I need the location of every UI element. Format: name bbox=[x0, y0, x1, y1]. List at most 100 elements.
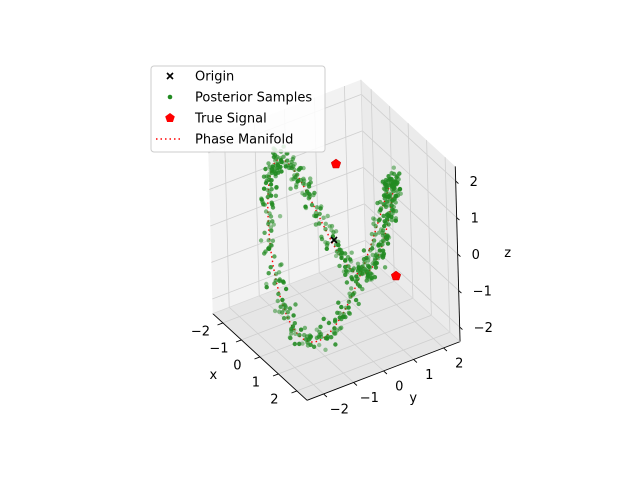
posterior-sample-point bbox=[329, 223, 335, 229]
posterior-sample-point bbox=[323, 221, 328, 226]
posterior-sample-point bbox=[283, 286, 289, 292]
posterior-sample-point bbox=[263, 249, 268, 254]
z-tick-label: 0 bbox=[472, 248, 480, 263]
posterior-sample-point bbox=[264, 285, 269, 290]
grid-line bbox=[361, 94, 456, 182]
posterior-sample-point bbox=[317, 221, 322, 226]
posterior-sample-point bbox=[262, 230, 267, 235]
posterior-sample-point bbox=[259, 197, 264, 202]
posterior-sample-point bbox=[317, 342, 322, 348]
posterior-sample-point bbox=[308, 334, 313, 339]
posterior-sample-point bbox=[261, 174, 267, 179]
posterior-sample-point bbox=[318, 324, 323, 329]
posterior-sample-point bbox=[329, 335, 334, 340]
posterior-sample-point bbox=[368, 248, 373, 253]
posterior-sample-point bbox=[393, 216, 399, 221]
posterior-sample-point bbox=[333, 317, 338, 322]
posterior-sample-point bbox=[366, 255, 371, 260]
posterior-sample-point bbox=[292, 167, 297, 173]
posterior-sample-point bbox=[370, 252, 375, 258]
posterior-sample-point bbox=[271, 222, 276, 227]
posterior-sample-point bbox=[283, 164, 288, 169]
posterior-sample-point bbox=[273, 193, 279, 198]
posterior-sample-point bbox=[346, 299, 352, 304]
y-tick bbox=[413, 359, 418, 363]
y-axis-label: y bbox=[409, 391, 417, 406]
posterior-sample-point bbox=[390, 198, 395, 203]
posterior-sample-point bbox=[391, 165, 396, 170]
posterior-sample-point bbox=[352, 290, 357, 296]
posterior-sample-point bbox=[345, 255, 351, 260]
posterior-sample-point bbox=[339, 304, 344, 310]
z-tick-label: −1 bbox=[473, 285, 492, 300]
posterior-sample-point bbox=[382, 187, 387, 192]
z-tick bbox=[455, 180, 459, 184]
posterior-sample-point bbox=[305, 340, 310, 345]
posterior-sample-point bbox=[300, 341, 305, 346]
posterior-sample-point bbox=[373, 232, 378, 237]
posterior-sample-point bbox=[298, 327, 304, 332]
posterior-sample-point bbox=[313, 210, 319, 216]
z-tick-label: 2 bbox=[470, 175, 478, 190]
posterior-sample-point bbox=[304, 189, 310, 194]
posterior-sample-point bbox=[314, 205, 320, 210]
posterior-sample-point bbox=[344, 280, 350, 285]
posterior-sample-point bbox=[389, 214, 394, 220]
posterior-sample-point bbox=[395, 189, 400, 195]
z-tick bbox=[456, 217, 460, 221]
posterior-sample-point bbox=[350, 268, 355, 273]
posterior-sample-point bbox=[372, 261, 377, 267]
posterior-sample-point bbox=[378, 206, 384, 211]
grid-line bbox=[318, 272, 414, 360]
posterior-sample-point bbox=[355, 276, 360, 281]
posterior-sample-point bbox=[346, 264, 351, 269]
posterior-sample-point bbox=[333, 342, 338, 347]
posterior-sample-point bbox=[373, 253, 379, 258]
posterior-sample-point bbox=[380, 248, 386, 253]
posterior-sample-point bbox=[377, 230, 382, 235]
posterior-sample-point bbox=[269, 166, 275, 172]
origin-marker bbox=[330, 236, 338, 244]
axis-labels: x y z bbox=[210, 246, 512, 406]
posterior-sample-point bbox=[353, 297, 359, 303]
posterior-sample-point bbox=[333, 253, 339, 259]
posterior-sample-point bbox=[369, 231, 375, 237]
posterior-sample-point bbox=[298, 178, 304, 183]
x-tick-label: 1 bbox=[252, 376, 260, 391]
posterior-sample-point bbox=[355, 282, 361, 287]
legend-label: Origin bbox=[195, 70, 234, 85]
posterior-sample-point bbox=[266, 246, 272, 251]
posterior-sample-point bbox=[397, 171, 402, 176]
posterior-sample-point bbox=[343, 251, 348, 256]
posterior-sample-point bbox=[265, 194, 270, 200]
posterior-sample-point bbox=[288, 186, 293, 191]
posterior-sample-point bbox=[381, 213, 386, 219]
posterior-sample-point bbox=[384, 199, 390, 204]
posterior-sample-point bbox=[258, 238, 264, 243]
posterior-sample-point bbox=[300, 191, 305, 196]
posterior-sample-point bbox=[380, 255, 386, 260]
posterior-sample-point bbox=[397, 186, 403, 192]
posterior-sample-point bbox=[383, 182, 388, 187]
posterior-sample-point bbox=[289, 331, 294, 336]
posterior-sample-point bbox=[292, 341, 297, 347]
legend-label: Posterior Samples bbox=[195, 91, 312, 106]
legend-origin-icon bbox=[166, 72, 174, 80]
posterior-sample-point bbox=[382, 223, 387, 229]
posterior-sample-point bbox=[349, 286, 354, 291]
x-tick-label: −2 bbox=[191, 325, 210, 340]
posterior-sample-point bbox=[274, 185, 279, 190]
legend-samples-icon bbox=[167, 94, 173, 100]
posterior-sample-point bbox=[269, 228, 274, 233]
x-axis-line bbox=[212, 313, 308, 401]
posterior-sample-point bbox=[343, 264, 348, 270]
posterior-sample-point bbox=[356, 301, 361, 307]
posterior-sample-point bbox=[263, 209, 269, 214]
posterior-sample-point bbox=[311, 344, 317, 349]
legend-box bbox=[150, 65, 326, 153]
posterior-sample-point bbox=[293, 302, 298, 307]
grid-line bbox=[278, 314, 432, 375]
posterior-sample-point bbox=[383, 232, 388, 238]
posterior-sample-point bbox=[376, 242, 381, 247]
posterior-sample-point bbox=[371, 216, 376, 221]
